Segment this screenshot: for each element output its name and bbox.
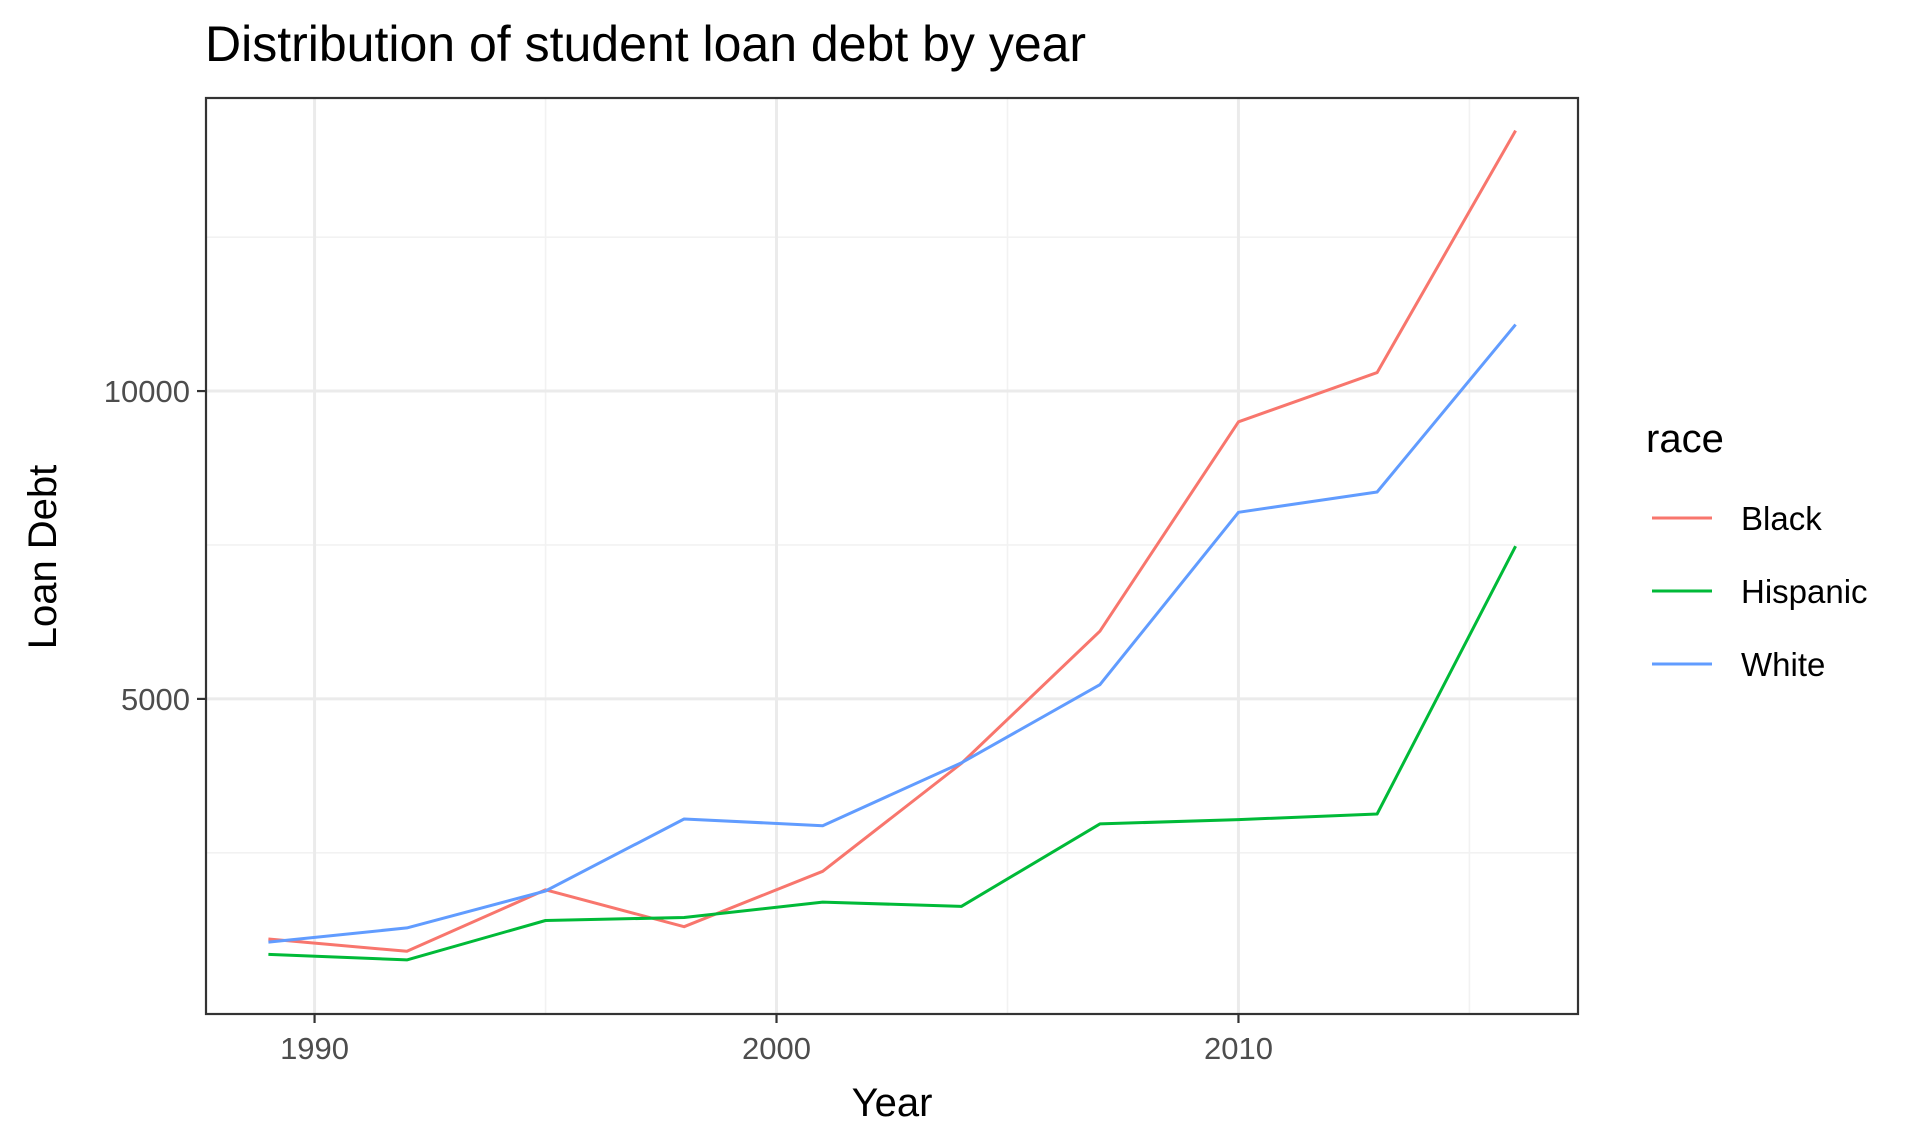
series-line-white [268, 323, 1517, 944]
y-axis: 5000 10000 [104, 374, 206, 717]
x-axis: 1990 2000 2010 [280, 1014, 1273, 1066]
legend: race Black Hispanic White [1646, 417, 1868, 683]
plot-panel-border [204, 96, 1580, 1016]
legend-label-hispanic: Hispanic [1741, 573, 1868, 610]
x-tick-label: 2010 [1204, 1031, 1273, 1066]
x-axis-title: Year [852, 1081, 933, 1125]
x-tick-label: 1990 [280, 1031, 349, 1066]
y-tick-label: 5000 [121, 682, 190, 717]
series-lines [268, 129, 1517, 962]
y-tick-label: 10000 [104, 374, 190, 409]
chart-title: Distribution of student loan debt by yea… [205, 16, 1086, 72]
y-axis-title: Loan Debt [21, 465, 65, 650]
legend-label-white: White [1741, 646, 1825, 683]
series-line-hispanic [268, 545, 1517, 962]
series-line-black [268, 129, 1517, 953]
x-tick-label: 2000 [742, 1031, 811, 1066]
legend-title: race [1646, 417, 1724, 461]
minor-gridlines [206, 98, 1578, 1014]
legend-label-black: Black [1741, 500, 1822, 537]
major-gridlines [206, 98, 1578, 1014]
